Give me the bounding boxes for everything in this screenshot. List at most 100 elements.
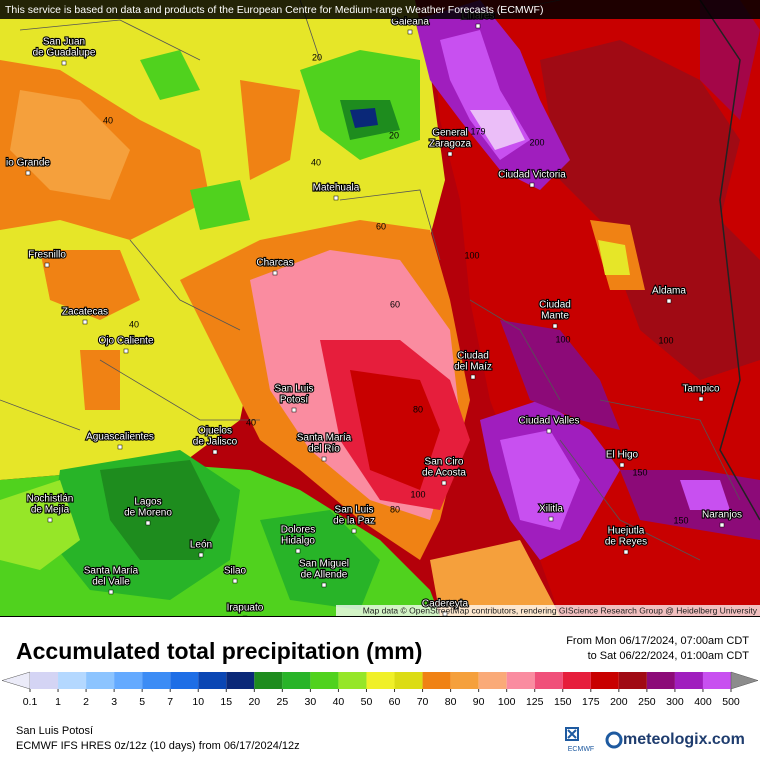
city-label: General [432,128,468,139]
city-label: Santa María [297,433,352,444]
colorbar-label: 500 [722,696,740,708]
colorbar-label: 125 [526,696,544,708]
contour-label: 100 [410,489,425,499]
city-marker [108,589,114,595]
city-marker [61,60,67,66]
city-label: Mante [541,311,569,322]
colorbar-label: 40 [333,696,345,708]
city-marker [321,456,327,462]
city-marker [619,462,625,468]
city-label: León [190,540,212,551]
colorbar-label: 90 [473,696,485,708]
colorbar-swatch [30,672,59,689]
colorbar-swatch [618,672,647,689]
colorbar-label: 15 [220,696,232,708]
city-label: de Moreno [124,508,172,519]
city-marker [232,578,238,584]
colorbar-label: 2 [83,696,89,708]
city-label: Ojuelos [198,426,232,437]
city-marker [295,548,301,554]
city-label: Ciudad [539,300,571,311]
city-marker [442,611,448,616]
city-label: de Reyes [605,537,647,548]
city-label: Cadereyta [422,599,469,610]
city-label: de Guadalupe [33,48,96,59]
city-label: de Mejía [31,505,70,516]
city-marker [475,23,481,29]
meteologix-logo [605,731,623,749]
contour-label: 100 [464,250,479,260]
colorbar-label: 400 [694,696,712,708]
city-label: Matehuala [313,183,360,194]
brand: meteologix.com [623,731,745,748]
contour-label: 40 [103,115,113,125]
city-marker [546,428,552,434]
colorbar-label: 3 [111,696,117,708]
contour-label: 100 [658,335,673,345]
city-marker [552,323,558,329]
contour-label: 80 [413,404,423,414]
city-marker [272,270,278,276]
city-marker [145,520,151,526]
city-label: Santa María [84,566,139,577]
colorbar-swatch [114,672,143,689]
colorbar-swatch [534,672,563,689]
city-marker [333,195,339,201]
city-label: El Higo [606,450,639,461]
city-marker [623,549,629,555]
city-label: Huejutla [608,526,645,537]
precipitation-map: Map data © OpenStreetMap contributors, r… [0,0,760,616]
contour-label: 60 [390,299,400,309]
city-marker [351,528,357,534]
city-label: Dolores [281,525,315,536]
contour-label: 20 [312,52,322,62]
colorbar-label: 300 [666,696,684,708]
city-label: del Maíz [454,362,492,373]
city-label: Ojo Caliente [98,336,153,347]
colorbar-label: 1 [55,696,61,708]
city-label: Naranjos [702,510,742,521]
city-marker [198,552,204,558]
colorbar-swatch [170,672,199,689]
colorbar-swatch [506,672,535,689]
colorbar-label: 7 [167,696,173,708]
city-label: io Grande [6,158,50,169]
colorbar-swatch [282,672,311,689]
colorbar-swatch [394,672,423,689]
colorbar-swatch [478,672,507,689]
colorbar-arrow-high [730,671,759,690]
city-label: San Luis [335,505,374,516]
city-label: Nochistlán [27,494,74,505]
city-marker [321,582,327,588]
city-label: Zaragoza [429,139,472,150]
colorbar-swatch [142,672,171,689]
location: San Luis Potosí [16,725,93,737]
city-marker [44,262,50,268]
colorbar-arrow-low [1,671,31,690]
city-label: de Acosta [422,468,466,479]
colorbar-swatch [422,672,451,689]
contour-label: 60 [376,221,386,231]
city-marker [529,182,535,188]
legend-title: Accumulated total precipitation (mm) [16,638,422,664]
city-marker [25,170,31,176]
city-marker [470,374,476,380]
city-marker [47,517,53,523]
city-marker [548,516,554,522]
colorbar: 0.1 1 2 3 5 7 10 15 20 25 30 40 50 60 70 80 90 100 125 150 1… [1,671,759,708]
colorbar-swatch [338,672,367,689]
city-marker [407,29,413,35]
city-label: Potosí [280,395,309,406]
city-marker [441,480,447,486]
colorbar-swatch [562,672,591,689]
colorbar-label: 60 [389,696,401,708]
city-marker [698,396,704,402]
colorbar-swatch [86,672,115,689]
city-label: San Miguel [299,559,349,570]
colorbar-label: 0.1 [23,696,38,708]
colorbar-swatch [674,672,703,689]
contour-label: 150 [632,467,647,477]
city-marker [117,444,123,450]
city-label: Ciudad Victoria [498,170,566,181]
